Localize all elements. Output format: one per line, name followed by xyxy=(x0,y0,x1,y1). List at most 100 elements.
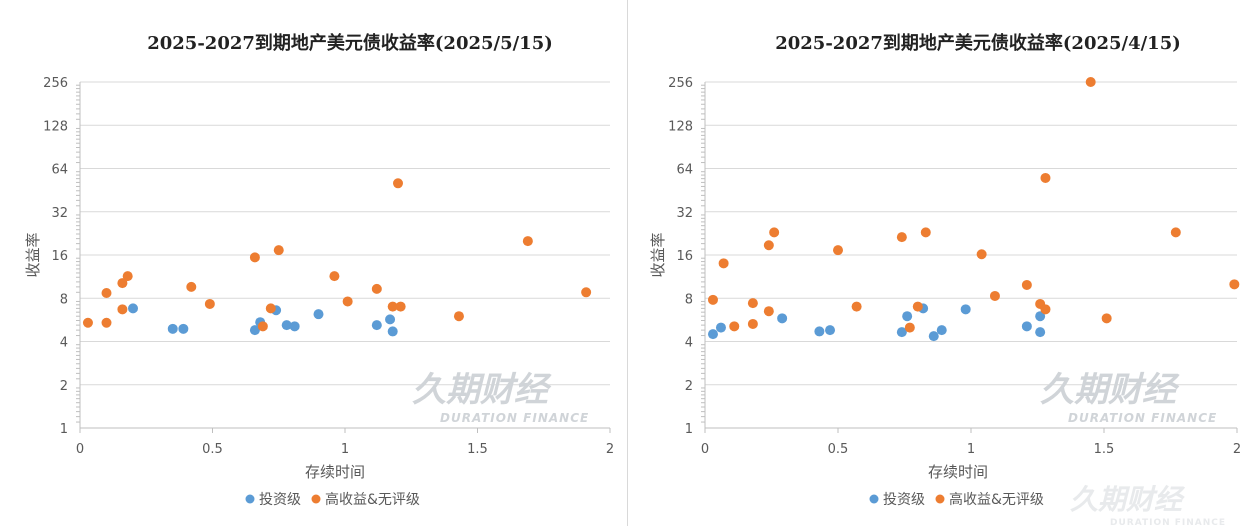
x-tick-label: 1.5 xyxy=(467,442,488,457)
y-tick-label: 32 xyxy=(676,206,693,221)
point-high-yield xyxy=(763,240,774,251)
chart-panel-april: 2025-2027到期地产美元债收益率(2025/4/15) 1 2 4 8 16 32 64… xyxy=(628,0,1254,526)
y-tick-label: 1 xyxy=(60,422,68,437)
legend-label: 高收益&无评级 xyxy=(949,491,1044,508)
legend-marker xyxy=(869,494,879,504)
x-tick-label: 1 xyxy=(341,442,349,457)
point-high-yield xyxy=(989,290,1000,301)
legend-marker xyxy=(311,494,321,504)
y-tick-label: 2 xyxy=(685,379,693,394)
x-axis-label: 存续时间 xyxy=(305,463,365,481)
point-investment-grade xyxy=(1035,327,1046,338)
y-tick-label: 1 xyxy=(685,422,693,437)
point-high-yield xyxy=(249,252,260,263)
point-high-yield xyxy=(833,245,843,256)
y-tick-label: 16 xyxy=(676,249,693,264)
point-investment-grade xyxy=(167,323,178,334)
x-tick-label: 0 xyxy=(76,442,84,457)
y-axis-label: 收益率 xyxy=(649,232,667,277)
corner-watermark-en: DURATION FINANCE xyxy=(1110,518,1227,526)
corner-watermark: 久期财经 DURATION FINANCE xyxy=(1070,478,1226,526)
point-investment-grade xyxy=(313,309,324,320)
point-investment-grade xyxy=(249,325,260,336)
point-high-yield xyxy=(273,245,284,256)
y-axis-label: 收益率 xyxy=(24,232,42,277)
y-tick-label: 4 xyxy=(60,336,68,351)
point-high-yield xyxy=(1170,227,1181,238)
scatter-chart: 2025-2027到期地产美元债收益率(2025/4/15) 1 2 4 8 16 32 64… xyxy=(649,32,1241,508)
point-high-yield xyxy=(395,301,406,312)
point-high-yield xyxy=(186,281,197,292)
point-high-yield xyxy=(82,317,93,328)
chart-title: 2025-2027到期地产美元债收益率(2025/4/15) xyxy=(775,32,1181,54)
point-high-yield xyxy=(1040,304,1051,315)
point-high-yield xyxy=(747,298,758,309)
watermark-cn: 久期财经 xyxy=(412,370,548,410)
point-high-yield xyxy=(371,283,382,294)
legend-label: 投资级 xyxy=(259,492,301,508)
point-high-yield xyxy=(763,306,774,317)
point-investment-grade xyxy=(896,327,907,338)
point-investment-grade xyxy=(387,326,398,337)
point-high-yield xyxy=(204,298,215,309)
x-tick-label: 2 xyxy=(1233,442,1241,457)
point-high-yield xyxy=(522,236,533,247)
point-investment-grade xyxy=(928,331,939,342)
point-high-yield xyxy=(122,271,133,282)
point-high-yield xyxy=(581,287,592,298)
point-high-yield xyxy=(912,301,923,312)
point-high-yield xyxy=(101,317,112,328)
point-investment-grade xyxy=(814,326,825,337)
x-tick-label: 0 xyxy=(701,442,709,457)
y-tick-label: 2 xyxy=(60,379,68,394)
y-tick-label: 128 xyxy=(668,119,693,134)
point-high-yield xyxy=(976,249,987,260)
point-high-yield xyxy=(387,301,398,312)
point-high-yield xyxy=(1085,77,1096,87)
point-investment-grade xyxy=(1021,321,1032,332)
point-high-yield xyxy=(851,301,862,312)
y-tick-label: 8 xyxy=(60,292,68,307)
point-high-yield xyxy=(453,311,464,322)
watermark: 久期财经 DURATION FINANCE xyxy=(412,362,589,425)
point-high-yield xyxy=(101,288,112,299)
legend-marker xyxy=(935,494,945,504)
point-high-yield xyxy=(265,303,276,314)
point-high-yield xyxy=(257,321,268,332)
legend-label: 投资级 xyxy=(883,492,925,508)
point-investment-grade xyxy=(289,321,300,332)
point-investment-grade xyxy=(825,325,836,336)
watermark-cn: 久期财经 xyxy=(1040,370,1176,410)
point-high-yield xyxy=(117,304,128,315)
point-investment-grade xyxy=(715,322,726,333)
point-high-yield xyxy=(342,296,353,307)
scatter-chart: 2025-2027到期地产美元债收益率(2025/5/15) 1 2 4 8 16 32 64… xyxy=(24,32,614,508)
point-investment-grade xyxy=(707,329,718,340)
y-tick-label: 16 xyxy=(51,249,68,264)
point-high-yield xyxy=(896,232,907,243)
point-investment-grade xyxy=(902,311,913,322)
point-investment-grade xyxy=(178,323,189,334)
y-tick-label: 4 xyxy=(685,336,693,351)
y-tick-label: 64 xyxy=(51,163,68,178)
point-high-yield xyxy=(1229,279,1240,290)
point-high-yield xyxy=(1101,313,1112,324)
point-high-yield xyxy=(904,322,915,333)
point-high-yield xyxy=(718,258,729,269)
x-tick-label: 1 xyxy=(967,442,975,457)
legend-label: 高收益&无评级 xyxy=(325,491,420,508)
point-high-yield xyxy=(1040,172,1051,183)
point-high-yield xyxy=(707,294,718,305)
point-high-yield xyxy=(329,271,340,282)
x-tick-label: 1.5 xyxy=(1094,442,1115,457)
x-tick-label: 2 xyxy=(606,442,614,457)
point-high-yield xyxy=(393,178,403,189)
point-investment-grade xyxy=(1035,311,1046,322)
y-tick-label: 32 xyxy=(51,206,68,221)
point-high-yield xyxy=(769,227,780,238)
corner-watermark-cn: 久期财经 xyxy=(1070,483,1183,516)
point-high-yield xyxy=(920,227,931,238)
point-investment-grade xyxy=(371,320,382,331)
y-tick-label: 256 xyxy=(43,76,68,91)
